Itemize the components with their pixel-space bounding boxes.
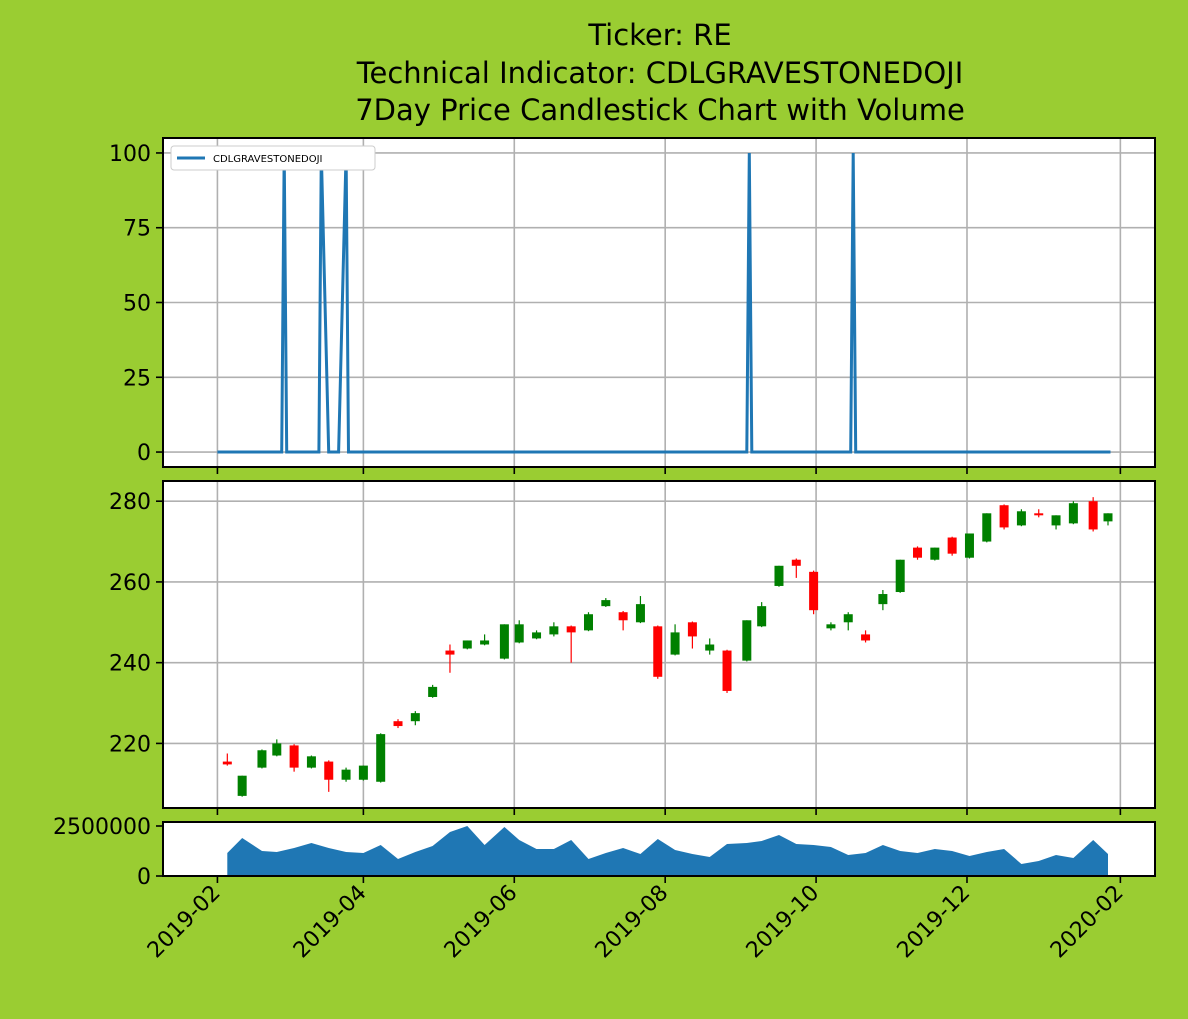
candle-body-up bbox=[930, 547, 940, 560]
candle-body-up bbox=[742, 620, 752, 661]
candle-body-down bbox=[947, 537, 957, 554]
candle-body-down bbox=[445, 650, 455, 655]
candle-body-up bbox=[878, 594, 888, 605]
chart-title-line-3: 7Day Price Candlestick Chart with Volume bbox=[355, 93, 965, 127]
x-tick-label: 2019-06 bbox=[440, 881, 523, 964]
candle-body-down bbox=[653, 626, 663, 677]
candle-body-up bbox=[635, 604, 645, 623]
candle-body-up bbox=[774, 565, 784, 586]
candle-body-down bbox=[289, 745, 299, 768]
volume-y-tick-label: 2500000 bbox=[53, 815, 151, 840]
candle-body-up bbox=[982, 513, 992, 542]
price-y-tick-label: 240 bbox=[109, 652, 151, 677]
candle-body-up bbox=[1068, 503, 1078, 524]
candle-body-down bbox=[1088, 501, 1098, 530]
volume-frame bbox=[162, 821, 1156, 877]
volume-area bbox=[227, 826, 1109, 876]
indicator-y-tick-label: 75 bbox=[123, 217, 151, 242]
candle-body-down bbox=[791, 559, 801, 566]
x-tick-label: 2019-12 bbox=[893, 881, 976, 964]
candle-body-down bbox=[566, 626, 576, 633]
chart-title-line-2: Technical Indicator: CDLGRAVESTONEDOJI bbox=[356, 56, 964, 90]
x-tick-label: 2019-08 bbox=[591, 881, 674, 964]
indicator-y-tick-label: 50 bbox=[123, 292, 151, 317]
indicator-panel: 0 25 50 75 100 CDLGRAVESTONEDOJI bbox=[109, 137, 1156, 474]
x-tick-label: 2019-04 bbox=[289, 881, 372, 964]
candle-body-up bbox=[843, 614, 853, 623]
candle-body-up bbox=[826, 624, 836, 629]
volume-panel: 0 2500000 bbox=[53, 815, 1156, 890]
candle-body-down bbox=[861, 634, 871, 641]
candle-body-up bbox=[601, 600, 611, 607]
candle-body-up bbox=[1103, 513, 1113, 522]
candle-body-up bbox=[376, 734, 386, 782]
candle-body-up bbox=[549, 626, 559, 635]
indicator-y-tick-label: 100 bbox=[109, 142, 151, 167]
candle-body-down bbox=[687, 622, 697, 637]
candle-body-down bbox=[722, 650, 732, 691]
candle-body-down bbox=[913, 547, 923, 558]
indicator-legend-label: CDLGRAVESTONEDOJI bbox=[213, 154, 323, 165]
volume-y-tick-label: 0 bbox=[137, 865, 151, 890]
chart-title-line-1: Ticker: RE bbox=[587, 18, 731, 52]
candle-body-up bbox=[670, 632, 680, 655]
candle-body-up bbox=[583, 614, 593, 631]
x-axis-tick-labels: 2019-02 2019-04 2019-06 2019-08 2019-10 2019-… bbox=[143, 881, 1129, 964]
price-y-tick-label: 280 bbox=[109, 490, 151, 515]
candle-body-up bbox=[428, 686, 438, 697]
x-tick-label: 2019-10 bbox=[742, 881, 825, 964]
candle-body-down bbox=[1034, 513, 1044, 516]
candle-body-down bbox=[809, 571, 819, 611]
candle-body-down bbox=[999, 505, 1009, 528]
candle-body-up bbox=[499, 624, 509, 659]
indicator-y-tick-label: 0 bbox=[137, 441, 151, 466]
candle-body-up bbox=[705, 644, 715, 651]
candle-body-up bbox=[514, 624, 524, 643]
candle-body-up bbox=[257, 750, 267, 768]
candle-body-up bbox=[410, 713, 420, 722]
price-frame bbox=[162, 480, 1156, 809]
price-y-tick-label: 220 bbox=[109, 732, 151, 757]
x-tick-label: 2020-02 bbox=[1046, 881, 1129, 964]
candle-body-up bbox=[480, 640, 490, 645]
candle-body-down bbox=[222, 761, 232, 765]
candle-body-down bbox=[618, 612, 628, 621]
candle-body-up bbox=[895, 559, 905, 593]
candle-body-up bbox=[964, 533, 974, 558]
candle-body-up bbox=[306, 756, 316, 768]
candle-body-up bbox=[532, 632, 542, 639]
indicator-y-tick-label: 25 bbox=[123, 366, 151, 391]
candle-body-up bbox=[237, 775, 247, 796]
indicator-legend-box bbox=[170, 145, 376, 171]
candle-body-up bbox=[272, 743, 282, 756]
price-y-tick-label: 260 bbox=[109, 571, 151, 596]
x-tick-label: 2019-02 bbox=[143, 881, 226, 964]
candle-body-up bbox=[757, 606, 767, 627]
candle-body-up bbox=[1051, 515, 1061, 526]
candle-body-up bbox=[1016, 511, 1026, 526]
price-panel: 220 240 260 280 bbox=[109, 480, 1156, 815]
candle-body-up bbox=[341, 769, 351, 780]
candle-body-up bbox=[358, 765, 368, 780]
candle-body-down bbox=[393, 721, 403, 727]
candle-body-up bbox=[462, 640, 472, 649]
candle-body-down bbox=[324, 761, 334, 780]
